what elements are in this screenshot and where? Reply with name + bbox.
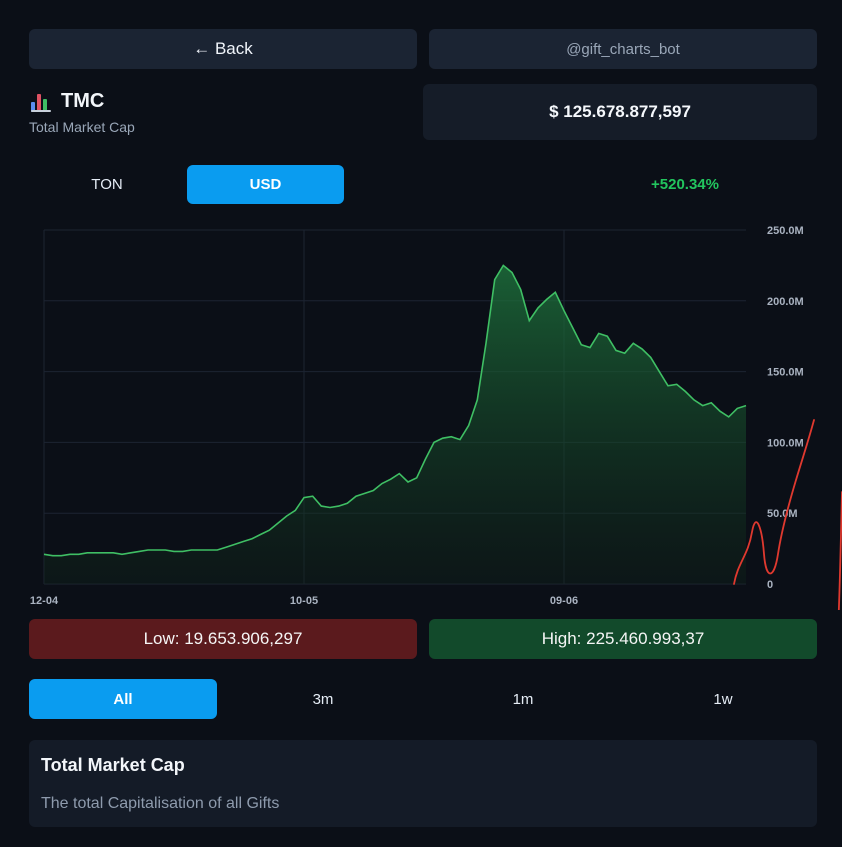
currency-usd-button[interactable]: USD bbox=[187, 165, 344, 204]
annotation-stroke-right bbox=[837, 491, 842, 610]
high-value-badge: High: 225.460.993,37 bbox=[429, 619, 817, 659]
low-value-badge: Low: 19.653.906,297 bbox=[29, 619, 417, 659]
info-description: The total Capitalisation of all Gifts bbox=[41, 795, 280, 812]
annotation-stroke-upper bbox=[733, 419, 815, 585]
back-button[interactable]: ← Back bbox=[29, 29, 417, 69]
info-card: Total Market Cap The total Capitalisatio… bbox=[29, 740, 817, 827]
currency-ton-button[interactable]: TON bbox=[91, 176, 123, 193]
price-display: $ 125.678.877,597 bbox=[423, 84, 817, 140]
range-1w-button[interactable]: 1w bbox=[713, 690, 733, 708]
y-tick-label: 150.0M bbox=[767, 367, 804, 379]
range-1m-button[interactable]: 1m bbox=[512, 690, 534, 708]
bot-link-button[interactable]: @gift_charts_bot bbox=[429, 29, 817, 69]
chart-series-line bbox=[43, 264, 747, 557]
y-tick-label: 50.0M bbox=[767, 508, 798, 520]
x-tick-label: 09-06 bbox=[550, 595, 578, 607]
asset-title-row: TMC bbox=[31, 90, 104, 113]
range-3m-button[interactable]: 3m bbox=[312, 690, 334, 708]
y-tick-label: 200.0M bbox=[767, 296, 804, 308]
y-tick-label: 0 bbox=[767, 579, 773, 591]
asset-subtitle: Total Market Cap bbox=[29, 119, 135, 135]
asset-title: TMC bbox=[61, 90, 105, 112]
y-axis-ticks: 0 50.0M 100.0M 150.0M 200.0M 250.0M bbox=[767, 225, 804, 591]
y-tick-label: 250.0M bbox=[767, 225, 804, 237]
market-cap-chart[interactable]: 0 50.0M 100.0M 150.0M 200.0M 250.0M 12-04 10-0… bbox=[0, 210, 842, 610]
info-title: Total Market Cap bbox=[41, 755, 185, 775]
bar-chart-icon bbox=[31, 92, 53, 112]
price-change: +520.34% bbox=[651, 176, 719, 193]
x-tick-label: 12-04 bbox=[30, 595, 59, 607]
x-axis-ticks: 12-04 10-05 09-06 bbox=[30, 595, 578, 607]
x-tick-label: 10-05 bbox=[290, 595, 318, 607]
y-tick-label: 100.0M bbox=[767, 437, 804, 449]
range-all-button[interactable]: All bbox=[29, 679, 217, 719]
chart-area-fill bbox=[44, 265, 746, 584]
